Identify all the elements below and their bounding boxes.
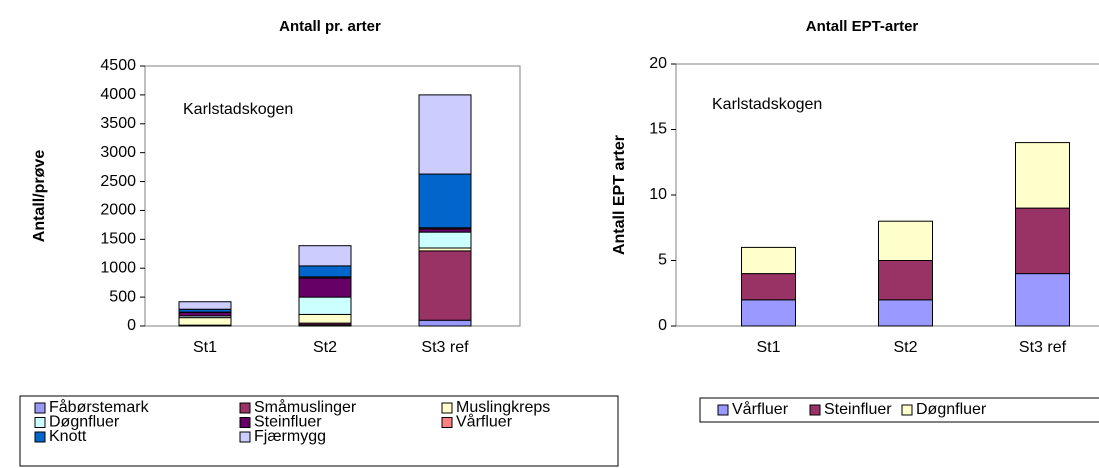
bar-segment xyxy=(298,277,352,298)
annotation: Karlstadskogen xyxy=(183,101,293,118)
legend-label: Vårfluer xyxy=(456,413,513,431)
y-tick-label: 500 xyxy=(109,288,136,305)
legend-swatch xyxy=(441,417,453,428)
legend-swatch xyxy=(717,404,729,416)
bar-segment xyxy=(178,317,232,326)
legend-label: Muslingkreps xyxy=(456,399,550,416)
legend-swatch xyxy=(239,431,251,443)
legend-label: Småmuslinger xyxy=(254,398,357,416)
x-tick-label: St2 xyxy=(893,339,917,356)
bar-segment xyxy=(741,246,796,275)
bar-segment xyxy=(878,299,933,327)
bar-segment xyxy=(1015,207,1070,275)
bar-segment xyxy=(298,296,352,315)
legend-label: Vårfluer xyxy=(732,400,789,418)
y-tick-label: 5 xyxy=(658,252,667,269)
legend-swatch xyxy=(34,417,46,428)
y-tick-label: 15 xyxy=(649,121,667,138)
bar-segment xyxy=(1015,142,1070,209)
bar-segment xyxy=(741,299,796,327)
legend-label: Døgnfluer xyxy=(916,401,987,418)
y-tick-label: 0 xyxy=(658,317,667,334)
legend-box xyxy=(19,395,619,467)
y-tick-label: 1500 xyxy=(100,231,136,248)
legend-swatch xyxy=(901,404,913,416)
legend-label: Steinfluer xyxy=(254,414,322,431)
legend-label: Døgnfluer xyxy=(49,414,120,431)
chart-title: Antall EPT-arter xyxy=(806,18,919,35)
legend-swatch xyxy=(239,417,251,428)
x-tick-label: St1 xyxy=(756,339,780,356)
y-tick-label: 3500 xyxy=(100,115,136,132)
chart-title: Antall pr. arter xyxy=(279,18,381,35)
x-tick-label: St2 xyxy=(313,339,337,356)
legend-label: Fåbørstemark xyxy=(49,398,150,416)
legend-swatch xyxy=(34,402,46,414)
x-tick-label: St3 ref xyxy=(1019,339,1067,356)
y-tick-label: 3000 xyxy=(100,144,136,161)
y-tick-label: 2000 xyxy=(100,202,136,219)
bar-segment xyxy=(298,245,352,267)
bar-segment xyxy=(418,231,472,249)
legend-swatch xyxy=(239,402,251,414)
y-tick-label: 2500 xyxy=(100,173,136,190)
legend-swatch xyxy=(809,404,821,416)
bar-segment xyxy=(178,311,232,317)
legend-label: Steinfluer xyxy=(824,401,892,418)
bar-segment xyxy=(741,273,796,301)
bar-segment xyxy=(418,250,472,321)
y-tick-label: 4500 xyxy=(100,57,136,74)
y-tick-label: 20 xyxy=(649,55,667,72)
bar-segment xyxy=(878,220,933,261)
legend-swatch xyxy=(34,431,46,443)
x-tick-label: St1 xyxy=(193,339,217,356)
y-tick-label: 1000 xyxy=(100,259,136,276)
y-tick-label: 0 xyxy=(127,317,136,334)
bar-segment xyxy=(178,301,232,310)
bar-segment xyxy=(878,260,933,301)
bar-segment xyxy=(298,313,352,324)
bar-segment xyxy=(298,265,352,278)
legend-label: Fjærmygg xyxy=(254,428,326,445)
bar-segment xyxy=(1015,273,1070,327)
legend-box xyxy=(699,397,1099,423)
legend-label: Knott xyxy=(49,428,87,445)
x-tick-label: St3 ref xyxy=(421,339,469,356)
bar-segment xyxy=(418,319,472,327)
bar-segment xyxy=(418,173,472,229)
bar-segment xyxy=(418,94,472,175)
y-axis-label: Antall EPT arter xyxy=(611,135,628,255)
annotation: Karlstadskogen xyxy=(712,96,822,113)
legend-swatch xyxy=(441,402,453,414)
y-tick-label: 4000 xyxy=(100,86,136,103)
y-tick-label: 10 xyxy=(649,186,667,203)
y-axis-label: Antall/prøve xyxy=(31,150,48,243)
